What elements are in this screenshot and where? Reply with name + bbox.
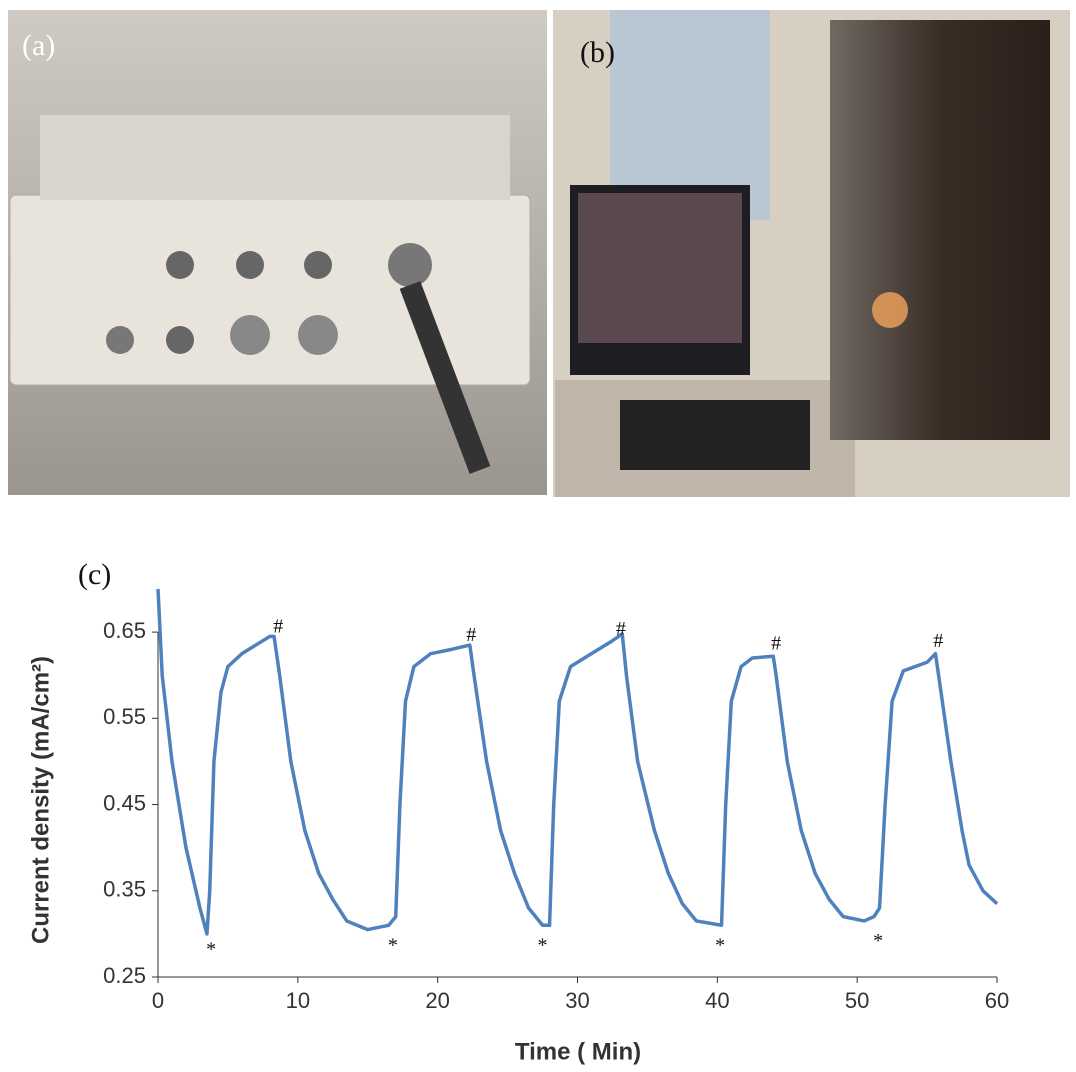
y-axis-label: Current density (mA/cm²) bbox=[27, 656, 54, 944]
annotation: * bbox=[715, 934, 725, 956]
annotation: # bbox=[933, 630, 943, 652]
y-tick-label: 0.25 bbox=[103, 963, 146, 988]
x-tick-label: 20 bbox=[425, 988, 449, 1013]
x-tick-label: 0 bbox=[152, 988, 164, 1013]
annotation: # bbox=[616, 618, 626, 640]
annotation: # bbox=[466, 624, 476, 646]
annotation: * bbox=[538, 934, 548, 956]
x-tick-label: 40 bbox=[705, 988, 729, 1013]
panel-label: (b) bbox=[580, 36, 615, 69]
x-tick-label: 50 bbox=[845, 988, 869, 1013]
photo-b bbox=[553, 10, 1070, 497]
y-tick-label: 0.55 bbox=[103, 704, 146, 729]
photo-a bbox=[8, 10, 547, 495]
y-tick-label: 0.45 bbox=[103, 790, 146, 815]
y-tick-label: 0.65 bbox=[103, 618, 146, 643]
data-line bbox=[156, 588, 999, 936]
x-tick-label: 60 bbox=[985, 988, 1009, 1013]
panel-label: (a) bbox=[22, 29, 55, 62]
annotation: * bbox=[873, 930, 883, 952]
annotation: # bbox=[771, 633, 781, 655]
annotation: * bbox=[388, 934, 398, 956]
y-tick-label: 0.35 bbox=[103, 877, 146, 902]
x-axis-label: Time ( Min) bbox=[515, 1038, 641, 1065]
annotation: * bbox=[206, 939, 216, 961]
panel-label: (c) bbox=[78, 558, 111, 591]
annotation: # bbox=[273, 615, 283, 637]
x-tick-label: 30 bbox=[565, 988, 589, 1013]
x-tick-label: 10 bbox=[286, 988, 310, 1013]
